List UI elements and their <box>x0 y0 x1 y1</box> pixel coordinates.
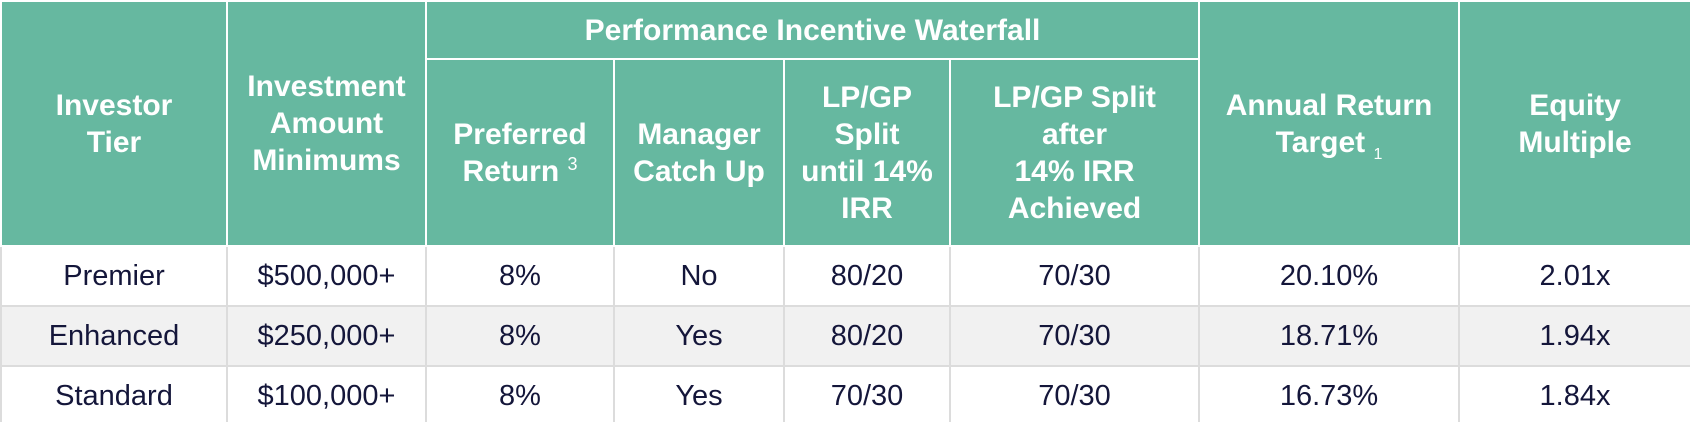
header-manager-catch-up: Manager Catch Up <box>613 58 785 247</box>
header-preferred-return-line2-text: Return <box>462 154 560 188</box>
header-split-after-line3: 14% IRR <box>1014 154 1135 188</box>
header-manager-catch-up-line1: Manager <box>637 117 761 151</box>
header-investor-tier-line1: Investor <box>55 88 173 122</box>
header-split-after-line2: after <box>1042 117 1108 151</box>
header-manager-catch-up-line2: Catch Up <box>633 154 765 188</box>
cell-annual-return: 18.71% <box>1198 305 1461 367</box>
header-split-until-line4: IRR <box>841 191 893 225</box>
cell-split-after: 70/30 <box>948 245 1201 307</box>
header-investment-minimums-line3: Minimums <box>252 144 401 177</box>
header-split-until: LP/GP Split until 14% IRR <box>783 58 951 247</box>
cell-split-until: 80/20 <box>783 245 951 307</box>
header-split-until-line3: until 14% <box>801 154 933 188</box>
header-preferred-return-line2: Return 3 <box>433 153 607 190</box>
cell-preferred-return: 8% <box>425 305 615 367</box>
cell-annual-return: 16.73% <box>1198 365 1461 422</box>
header-investor-tier-line2: Tier <box>86 125 142 159</box>
header-split-after-line1: LP/GP Split <box>993 80 1156 114</box>
header-equity-multiple: Equity Multiple <box>1458 0 1690 247</box>
cell-split-after: 70/30 <box>948 305 1201 367</box>
table-row-standard: Standard $100,000+ 8% Yes 70/30 70/30 16… <box>0 365 1690 422</box>
cell-split-until: 80/20 <box>783 305 951 367</box>
header-split-until-line1: LP/GP <box>821 80 912 114</box>
table-row-premier: Premier $500,000+ 8% No 80/20 70/30 20.1… <box>0 245 1690 307</box>
header-annual-return: Annual Return Target 1 <box>1198 0 1461 247</box>
cell-catch-up: Yes <box>613 365 785 422</box>
header-preferred-return-line1: Preferred <box>453 117 587 151</box>
header-row-sub: Preferred Return 3 Manager Catch Up LP/G… <box>1 58 1690 247</box>
header-annual-return-line1: Annual Return <box>1225 88 1433 122</box>
cell-minimum: $100,000+ <box>226 365 427 422</box>
cell-tier: Standard <box>0 365 228 422</box>
cell-preferred-return: 8% <box>425 365 615 422</box>
header-annual-return-line2-text: Target <box>1275 125 1366 159</box>
cell-split-until: 70/30 <box>783 365 951 422</box>
header-equity-multiple-line1: Equity <box>1529 88 1621 122</box>
header-investor-tier: Investor Tier <box>0 0 228 247</box>
header-split-after: LP/GP Split after 14% IRR Achieved <box>948 58 1201 247</box>
cell-minimum: $250,000+ <box>226 305 427 367</box>
header-row-top: Investor Tier Investment Amount Minimums… <box>0 0 1690 247</box>
header-waterfall-group: Performance Incentive Waterfall <box>424 0 1201 60</box>
header-investment-minimums: Investment Amount Minimums <box>226 0 427 247</box>
cell-tier: Premier <box>0 245 228 307</box>
header-split-after-line4: Achieved <box>1007 191 1142 225</box>
cell-split-after: 70/30 <box>948 365 1201 422</box>
cell-equity-multiple: 1.84x <box>1458 365 1690 422</box>
cell-minimum: $500,000+ <box>226 245 427 307</box>
header-equity-multiple-line2: Multiple <box>1518 125 1632 159</box>
cell-preferred-return: 8% <box>425 245 615 307</box>
header-investment-minimums-line2: Amount <box>269 107 384 140</box>
header-annual-return-line2: Target 1 <box>1206 124 1452 163</box>
cell-tier: Enhanced <box>0 305 228 367</box>
preferred-return-footnote: 3 <box>567 153 578 174</box>
header-preferred-return: Preferred Return 3 <box>425 58 615 247</box>
annual-return-footnote: 1 <box>1373 145 1383 163</box>
cell-catch-up: Yes <box>613 305 785 367</box>
header-investment-minimums-line1: Investment <box>247 70 406 103</box>
cell-equity-multiple: 1.94x <box>1458 305 1690 367</box>
table-row-enhanced: Enhanced $250,000+ 8% Yes 80/20 70/30 18… <box>0 305 1690 367</box>
cell-annual-return: 20.10% <box>1198 245 1461 307</box>
cell-equity-multiple: 2.01x <box>1458 245 1690 307</box>
cell-catch-up: No <box>613 245 785 307</box>
header-split-until-line2: Split <box>834 117 900 151</box>
